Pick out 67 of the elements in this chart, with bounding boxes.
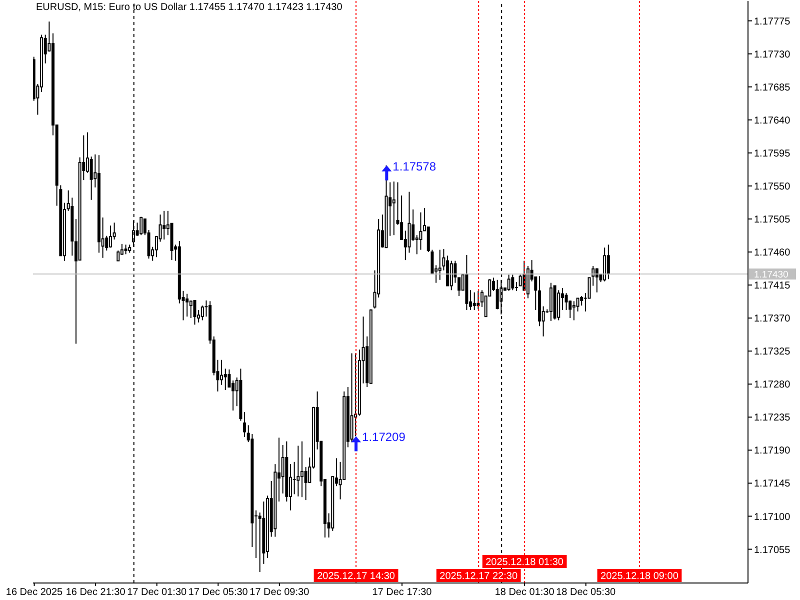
candlestick <box>116 250 120 262</box>
candlestick <box>518 274 522 286</box>
x-tick-label: 17 Dec 05:30 <box>188 587 248 598</box>
ref-line-label: 2025.12.17 14:30 <box>317 571 396 582</box>
candlestick <box>392 181 396 236</box>
y-tick-label: 1.17505 <box>754 214 791 226</box>
y-tick-label: 1.17145 <box>754 478 791 490</box>
candlestick <box>140 216 143 236</box>
candlestick <box>572 300 576 321</box>
y-tick-label: 1.17055 <box>754 544 791 556</box>
y-tick-label: 1.17100 <box>754 512 791 523</box>
candlestick <box>243 411 246 438</box>
candlestick <box>189 300 192 319</box>
annotation: 1.17578 <box>392 159 436 174</box>
candlestick <box>595 268 598 293</box>
candlestick <box>419 212 422 250</box>
y-tick-label: 1.17730 <box>754 49 791 60</box>
y-tick-label: 1.17460 <box>754 248 791 259</box>
x-tick-label: 17 Dec 01:30 <box>127 587 188 598</box>
y-tick-label: 1.17370 <box>754 314 791 325</box>
y-tick-label: 1.17640 <box>754 115 791 126</box>
candlestick <box>224 368 227 390</box>
x-tick-label: 17 Dec 17:30 <box>372 587 432 598</box>
x-tick-label: 16 Dec 21:30 <box>66 587 126 598</box>
candlestick <box>193 300 196 326</box>
annotation: 1.17209 <box>362 430 406 444</box>
y-tick-label: 1.17325 <box>754 346 791 358</box>
candlestick <box>438 249 442 280</box>
candlestick <box>300 440 304 498</box>
candlestick <box>507 274 510 292</box>
candlestick <box>220 359 224 386</box>
candlestick <box>162 210 166 240</box>
x-tick-label: 18 Dec 01:30 <box>494 587 555 598</box>
x-tick-label: 18 Dec 05:30 <box>556 587 616 598</box>
candlestick <box>564 292 568 310</box>
y-tick-label: 1.17685 <box>754 82 791 94</box>
y-tick-label: 1.17550 <box>754 182 791 192</box>
x-tick-label: 16 Dec 2025 <box>6 587 64 598</box>
candlestick <box>124 244 128 255</box>
candlestick <box>476 290 480 310</box>
candlestick <box>186 293 189 318</box>
candlestick <box>90 156 93 200</box>
candlestick <box>304 466 308 501</box>
candlestick <box>108 225 112 248</box>
ref-line-label: 2025.12.18 09:00 <box>600 571 679 582</box>
candlestick <box>606 244 610 280</box>
candlestick <box>576 298 580 312</box>
ref-line-label: 1.17430 <box>754 270 788 281</box>
candlestick <box>511 274 514 291</box>
candlestick <box>549 282 552 322</box>
y-tick-label: 1.17595 <box>754 148 791 160</box>
candlestick <box>580 296 584 306</box>
y-tick-label: 1.17415 <box>754 280 791 292</box>
x-tick-label: 17 Dec 09:30 <box>250 587 310 598</box>
y-tick-label: 1.17235 <box>754 412 791 424</box>
candlestick <box>228 368 231 388</box>
ref-line-label: 2025.12.17 22:30 <box>440 571 518 582</box>
y-tick-label: 1.17190 <box>754 446 791 457</box>
candlestick <box>350 352 354 443</box>
y-tick-label: 1.17280 <box>754 380 791 391</box>
candlestick <box>450 260 453 291</box>
y-tick-label: 1.17775 <box>754 16 791 28</box>
candlestick <box>472 292 476 310</box>
candlestick <box>281 444 284 494</box>
ref-line-label: 2025.12.18 01:30 <box>486 557 564 568</box>
candlestick <box>292 461 296 495</box>
candlestick <box>296 445 300 497</box>
